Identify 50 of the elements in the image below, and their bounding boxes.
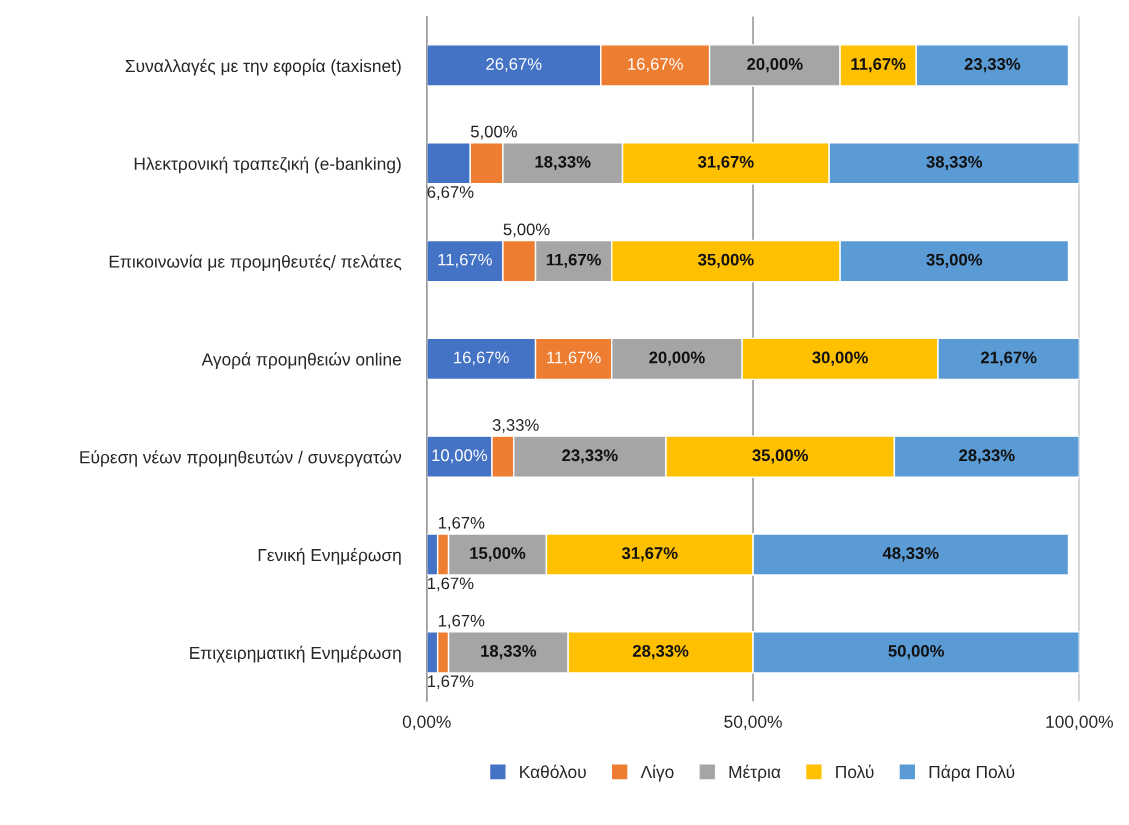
data-label: 16,67% [454,351,509,366]
data-label: 11,67% [546,253,601,268]
data-label: 6,67% [427,186,474,200]
data-label: 1,67% [428,675,474,690]
data-label: 1,67% [438,516,485,531]
data-label: 35,00% [752,449,809,464]
data-label: 1,67% [438,614,485,629]
x-tick-label: 50,00% [724,715,782,730]
data-label: 31,67% [697,155,754,171]
data-label: 26,67% [486,58,542,72]
data-label: 35,00% [698,253,754,268]
data-label: 35,00% [926,253,983,268]
data-label: 23,33% [964,58,1021,73]
data-label: 48,33% [882,547,939,562]
data-label: 5,00% [470,125,517,140]
y-tick-label: Συναλλαγές με την εφορία (taxisnet) [125,58,401,76]
data-label: 16,67% [628,58,683,72]
data-label: 28,33% [959,449,1015,464]
legend-label: Λίγο [640,764,674,782]
data-label: 15,00% [470,547,526,562]
data-label: 11,67% [438,253,492,268]
data-label: 18,33% [481,645,537,660]
y-tick-label: Εύρεση νέων προμηθευτών / συνεργατών [80,450,402,467]
legend-label: Καθόλου [520,764,586,779]
data-label: 11,67% [851,58,906,73]
legend-label: Πολύ [836,764,874,779]
x-tick-label: 100,00% [1046,715,1113,730]
data-label: 3,33% [492,419,539,433]
data-label: 50,00% [888,645,945,660]
data-label: 21,67% [981,351,1037,366]
data-label: 5,00% [503,223,550,238]
data-label: 18,33% [535,155,591,171]
legend-label: Πάρα Πολύ [929,764,1015,782]
x-tick-label: 0,00% [402,715,451,730]
legend-label: Μέτρια [729,764,781,782]
data-label: 30,00% [812,351,868,366]
data-label: 20,00% [747,58,803,73]
data-label: 1,67% [428,577,474,592]
y-tick-label: Αγορά προμηθειών online [201,352,401,370]
data-label: 11,67% [547,351,601,366]
data-label: 23,33% [562,449,618,464]
data-label: 28,33% [632,645,689,660]
data-label: 10,00% [432,449,488,464]
y-tick-label: Γενική Ενημέρωση [258,547,401,565]
y-tick-label: Επικοινωνία με προμηθευτές/ πελάτες [109,254,402,272]
data-label: 20,00% [649,351,705,366]
data-label: 38,33% [926,155,983,171]
y-tick-label: Επιχειρηματική Ενημέρωση [190,645,401,663]
y-tick-label: Ηλεκτρονική τραπεζική (e-banking) [134,156,401,174]
data-label: 31,67% [621,547,678,562]
